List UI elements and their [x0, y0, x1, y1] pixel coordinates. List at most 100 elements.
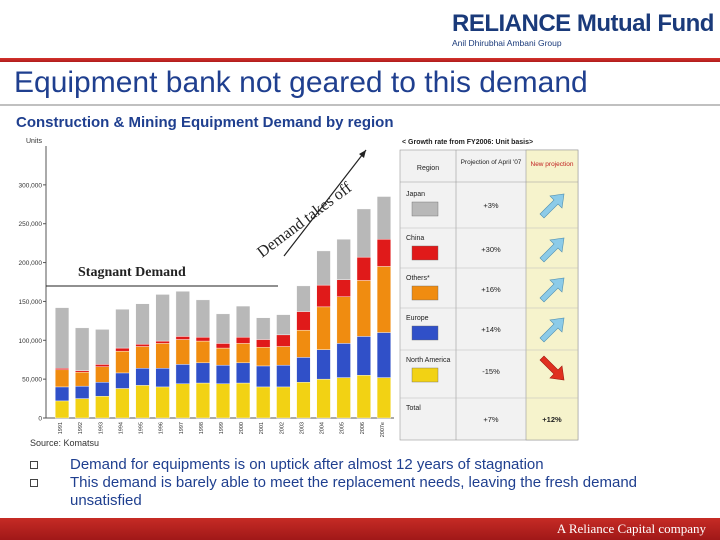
bar-segment: [115, 347, 130, 352]
bar-segment: [256, 347, 271, 367]
up-arrow-icon: [539, 237, 565, 263]
bar-segment: [155, 340, 170, 344]
bar-segment: [135, 368, 150, 386]
bullet-item: This demand is barely able to meet the r…: [30, 474, 710, 510]
table-region-label: Others*: [406, 275, 430, 282]
bar-segment: [135, 303, 150, 345]
bar-segment: [55, 307, 70, 369]
bar-segment: [75, 327, 90, 371]
x-tick-label: 1997: [179, 422, 185, 434]
x-tick-label: 1996: [159, 422, 165, 434]
table-region-label: North America: [406, 357, 450, 364]
bar-segment: [195, 340, 210, 364]
table-region-swatch: [411, 245, 439, 261]
bar-segment: [356, 336, 371, 376]
bar-segment: [95, 396, 110, 419]
title-divider: [0, 104, 720, 106]
bar-segment: [336, 377, 351, 419]
bar-segment: [376, 377, 391, 419]
bullet-square-icon: [30, 479, 38, 487]
bar-segment: [376, 332, 391, 378]
x-tick-label: 1998: [199, 422, 205, 434]
bar-segment: [296, 285, 311, 312]
bar-segment: [55, 400, 70, 419]
bar-segment: [75, 370, 90, 373]
bar-segment: [135, 346, 150, 369]
bar-segment: [316, 378, 331, 419]
logo-tagline: Anil Dhirubhai Ambani Group: [452, 38, 562, 48]
bar-segment: [215, 313, 231, 344]
bar-segment: [276, 334, 291, 347]
bullet-text: Demand for equipments is on uptick after…: [70, 456, 544, 473]
bar-segment: [55, 386, 70, 402]
bar-segment: [155, 368, 170, 388]
bar-segment: [236, 362, 251, 384]
bar-segment: [75, 398, 90, 419]
bar-segment: [135, 385, 150, 419]
table-projection-value: +16%: [481, 285, 501, 294]
bar-segment: [115, 350, 130, 374]
bullet-text: This demand is barely able to meet the r…: [70, 474, 637, 509]
bar-segment: [215, 383, 231, 419]
bar-segment: [95, 382, 110, 397]
table-projection-value: +7%: [483, 415, 499, 424]
y-tick-label: 0: [38, 416, 42, 423]
x-tick-label: 1991: [58, 422, 64, 434]
bar-segment: [215, 347, 231, 366]
y-tick-label: 200,000: [19, 260, 43, 267]
x-tick-label: 1995: [139, 422, 145, 434]
x-tick-label: 1999: [219, 422, 225, 434]
table-col-new: New projection: [531, 161, 574, 168]
bar-segment: [356, 280, 371, 337]
bar-segment: [236, 336, 251, 344]
table-projection-value: -15%: [482, 367, 500, 376]
table-col-region: Region: [417, 165, 439, 172]
x-tick-label: 2006: [360, 422, 366, 434]
table-region-label: Japan: [406, 191, 425, 198]
table-region-label: Europe: [406, 315, 429, 322]
chart-area: Units 0 50,000 100,000 150,000 200,000 250,000…: [16, 130, 582, 443]
x-tick-label: 1992: [78, 422, 84, 434]
source-note: Source: Komatsu: [30, 438, 100, 448]
bar-segment: [155, 343, 170, 369]
bar-segment: [95, 329, 110, 365]
bullet-square-icon: [30, 461, 38, 469]
up-arrow-icon: [539, 193, 565, 219]
stagnant-demand-label: Stagnant Demand: [78, 265, 186, 280]
bar-segment: [175, 364, 190, 385]
bar-segment: [175, 339, 190, 365]
bar-segment: [336, 343, 351, 378]
header-divider: [0, 58, 720, 62]
bar-segment: [175, 383, 190, 419]
bar-segment: [195, 362, 210, 384]
x-tick-label: 1993: [98, 422, 104, 434]
bar-segment: [195, 336, 210, 342]
bar-segment: [376, 266, 391, 333]
y-tick-label: 250,000: [19, 221, 43, 228]
bar-segment: [55, 368, 70, 371]
bar-segment: [256, 339, 271, 348]
bar-segment: [316, 284, 331, 308]
y-tick-label: 100,000: [19, 338, 43, 345]
x-tick-label: 2002: [279, 422, 285, 434]
up-arrow-icon: [539, 317, 565, 343]
table-projection-value: +30%: [481, 245, 501, 254]
bar-segment: [155, 386, 170, 419]
bar-segment: [95, 364, 110, 367]
bar-segment: [336, 296, 351, 344]
bar-segment: [376, 196, 391, 240]
bar-segment: [336, 279, 351, 297]
bar-segment: [316, 250, 331, 286]
bar-segment: [256, 365, 271, 388]
bar-segment: [155, 294, 170, 342]
footer-bar: A Reliance Capital company: [0, 518, 720, 540]
takeoff-arrow-line: [283, 149, 367, 257]
table-region-label: Total: [406, 405, 421, 412]
bar-segment: [276, 386, 291, 419]
bar-segment: [195, 299, 210, 338]
y-axis-title: Units: [26, 138, 42, 145]
x-tick-label: 2007e: [380, 422, 386, 437]
x-tick-label: 2000: [239, 422, 245, 434]
up-arrow-icon: [539, 277, 565, 303]
table-region-swatch: [411, 325, 439, 341]
